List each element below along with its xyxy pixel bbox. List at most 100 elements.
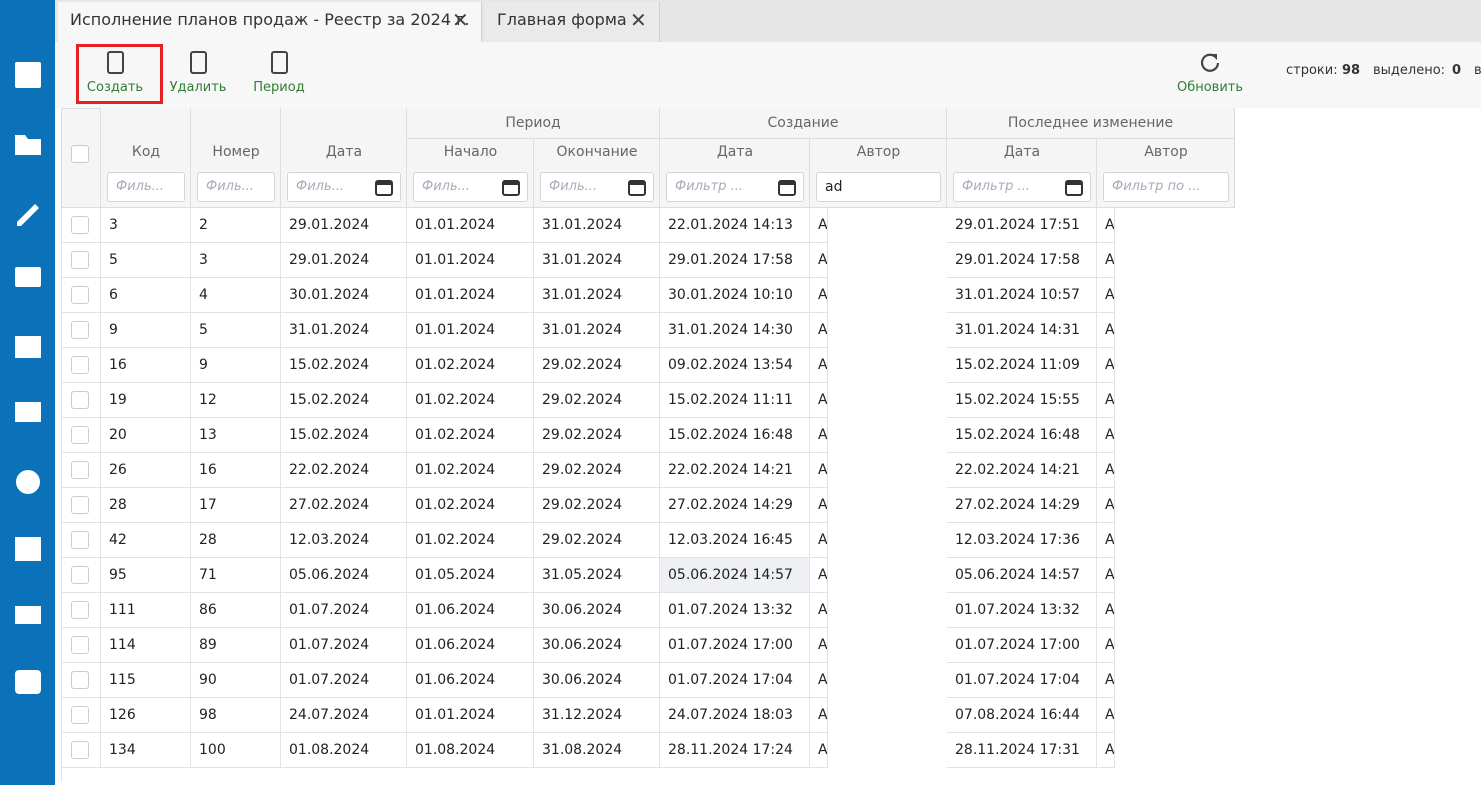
table-footer xyxy=(61,768,1235,782)
toolbar xyxy=(55,42,1481,108)
folder-icon[interactable] xyxy=(15,135,41,155)
table-cell: 26 xyxy=(101,453,191,488)
row-checkbox[interactable] xyxy=(71,286,89,304)
sync-icon[interactable] xyxy=(16,470,40,494)
table-cell: А xyxy=(1097,558,1115,593)
row-checkbox[interactable] xyxy=(71,216,89,234)
calendar-icon[interactable] xyxy=(15,537,41,561)
status-text: 0 xyxy=(1452,63,1462,78)
filter-input[interactable]: Филь... xyxy=(197,172,275,202)
checklist-icon[interactable] xyxy=(15,606,41,624)
column-header[interactable]: Номер xyxy=(212,144,260,160)
table-cell: А xyxy=(810,243,828,278)
tab-label[interactable]: Исполнение планов продаж - Реестр за 202… xyxy=(70,10,470,29)
table-cell: 01.08.2024 xyxy=(281,733,407,768)
table-cell: 126 xyxy=(101,698,191,733)
column-header[interactable]: Дата xyxy=(325,144,363,160)
filter-input[interactable]: ad xyxy=(816,172,941,202)
table-cell: 29.01.2024 17:58 xyxy=(947,243,1097,278)
table-cell: А xyxy=(810,558,828,593)
row-checkbox[interactable] xyxy=(71,566,89,584)
row-checkbox[interactable] xyxy=(71,496,89,514)
tab[interactable] xyxy=(485,2,660,42)
edit-icon[interactable] xyxy=(17,204,39,226)
row-checkbox[interactable] xyxy=(71,251,89,269)
filter-input[interactable]: Филь... xyxy=(107,172,185,202)
table-cell: 01.05.2024 xyxy=(407,558,534,593)
calendar-icon[interactable] xyxy=(628,178,646,196)
table-cell: 01.01.2024 xyxy=(407,698,534,733)
column-header[interactable]: Начало xyxy=(443,144,498,160)
table-cell: 3 xyxy=(101,208,191,243)
table-cell: 5 xyxy=(191,313,281,348)
column-header[interactable]: Автор xyxy=(856,144,901,160)
chart-icon[interactable] xyxy=(15,336,41,358)
button-icon[interactable] xyxy=(104,50,126,76)
calendar-icon[interactable] xyxy=(375,178,393,196)
filter-input[interactable]: Фильтр ... xyxy=(953,172,1091,202)
row-checkbox[interactable] xyxy=(71,706,89,724)
calendar-icon[interactable] xyxy=(1065,178,1083,196)
table-cell: 29.02.2024 xyxy=(534,488,660,523)
row-checkbox[interactable] xyxy=(71,321,89,339)
tab-close[interactable]: ✕ xyxy=(630,8,647,32)
table-cell: А xyxy=(1097,698,1115,733)
row-checkbox-cell xyxy=(61,453,101,488)
column-header[interactable]: Код xyxy=(131,144,161,160)
table-cell: 9 xyxy=(101,313,191,348)
calendar-icon[interactable] xyxy=(502,178,520,196)
column-header[interactable]: Дата xyxy=(716,144,754,160)
row-checkbox-cell xyxy=(61,313,101,348)
highlight-box xyxy=(76,44,163,104)
tab-label[interactable]: Главная форма xyxy=(497,10,627,29)
filter-input[interactable]: Фильтр по ... xyxy=(1103,172,1229,202)
table-cell: 5 xyxy=(101,243,191,278)
tab[interactable] xyxy=(58,2,482,42)
table-cell: А xyxy=(1097,628,1115,663)
group-header: Период xyxy=(407,108,660,139)
table-cell: А xyxy=(1097,313,1115,348)
filter-input[interactable]: Филь... xyxy=(413,172,528,202)
row-checkbox[interactable] xyxy=(71,741,89,759)
list-icon[interactable] xyxy=(15,402,41,422)
table-cell: 95 xyxy=(101,558,191,593)
table-cell: 31.01.2024 xyxy=(281,313,407,348)
row-checkbox[interactable] xyxy=(71,461,89,479)
button-icon[interactable] xyxy=(187,50,209,76)
phone-icon[interactable] xyxy=(15,670,41,694)
header-checkbox[interactable] xyxy=(71,145,89,163)
column-header[interactable]: Дата xyxy=(1003,144,1041,160)
filter-input[interactable]: Фильтр ... xyxy=(666,172,804,202)
row-checkbox[interactable] xyxy=(71,636,89,654)
table-cell: 29.02.2024 xyxy=(534,523,660,558)
column-header[interactable]: Окончание xyxy=(556,144,638,160)
row-checkbox[interactable] xyxy=(71,671,89,689)
row-checkbox[interactable] xyxy=(71,426,89,444)
table-cell: 19 xyxy=(101,383,191,418)
table-cell: 01.01.2024 xyxy=(407,208,534,243)
table-cell: 01.07.2024 xyxy=(281,628,407,663)
row-checkbox[interactable] xyxy=(71,391,89,409)
toolbar-button[interactable]: Период xyxy=(253,80,305,95)
refresh-icon[interactable] xyxy=(1197,50,1223,76)
calendar-icon[interactable] xyxy=(778,178,796,196)
table-cell: 12 xyxy=(191,383,281,418)
button-icon[interactable] xyxy=(268,50,290,76)
toolbar-button[interactable]: Создать xyxy=(86,80,144,95)
qr-icon[interactable] xyxy=(15,62,41,88)
filter-input[interactable]: Филь... xyxy=(540,172,654,202)
row-checkbox[interactable] xyxy=(71,356,89,374)
toolbar-button[interactable]: Удалить xyxy=(169,80,227,95)
mail-icon[interactable] xyxy=(15,267,41,287)
table-cell: 28 xyxy=(191,523,281,558)
table-cell: 15.02.2024 16:48 xyxy=(660,418,810,453)
tab-close[interactable]: ✕ xyxy=(452,8,469,32)
refresh-button[interactable]: Обновить xyxy=(1176,80,1244,95)
row-checkbox[interactable] xyxy=(71,601,89,619)
row-checkbox[interactable] xyxy=(71,531,89,549)
table-cell: 31.12.2024 xyxy=(534,698,660,733)
filter-input[interactable]: Филь... xyxy=(287,172,401,202)
column-header[interactable]: Автор xyxy=(1144,144,1188,160)
status-text: строки: xyxy=(1286,63,1338,78)
